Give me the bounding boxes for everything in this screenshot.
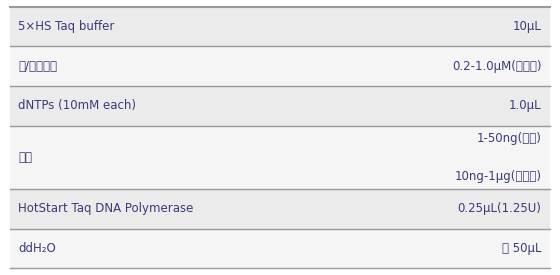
Text: 10μL: 10μL (512, 20, 542, 33)
Bar (10, 126, 550, 189)
Bar (10, 7, 550, 46)
Bar (10, 86, 550, 126)
Text: HotStart Taq DNA Polymerase: HotStart Taq DNA Polymerase (18, 202, 194, 215)
Text: 0.2-1.0μM(终浓度): 0.2-1.0μM(终浓度) (452, 60, 542, 73)
Bar (10, 46, 550, 86)
Text: 1.0μL: 1.0μL (509, 99, 542, 112)
Bar (10, 229, 550, 268)
Bar (10, 189, 550, 229)
Text: 1-50ng(质粒): 1-50ng(质粒) (477, 132, 542, 145)
Text: dNTPs (10mM each): dNTPs (10mM each) (18, 99, 137, 112)
Text: 0.25μL(1.25U): 0.25μL(1.25U) (458, 202, 542, 215)
Text: 上/下游引物: 上/下游引物 (18, 60, 58, 73)
Text: 10ng-1μg(基因组): 10ng-1μg(基因组) (455, 170, 542, 183)
Text: 模板: 模板 (18, 151, 32, 164)
Text: 5×HS Taq buffer: 5×HS Taq buffer (18, 20, 115, 33)
Text: 至 50μL: 至 50μL (502, 242, 542, 255)
Text: ddH₂O: ddH₂O (18, 242, 56, 255)
